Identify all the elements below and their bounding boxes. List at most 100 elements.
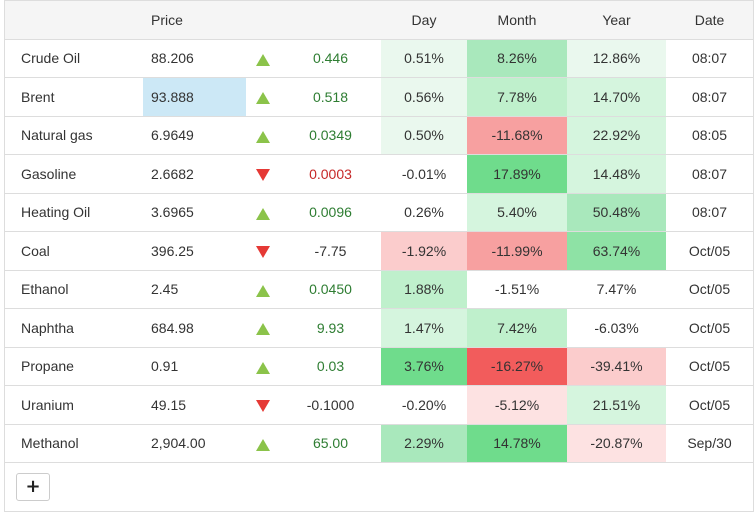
date-cell: Oct/05 <box>666 270 753 309</box>
price-cell[interactable]: 0.91 <box>143 347 246 386</box>
commodity-name[interactable]: Naphtha <box>5 308 143 348</box>
table-row[interactable]: Methanol 2,904.00 65.00 2.29% 14.78% -20.87% S… <box>5 424 753 463</box>
change-cell: 65.00 <box>280 424 381 463</box>
year-change-cell: 12.86% <box>567 39 666 78</box>
table-row[interactable]: Brent 93.888 0.518 0.56% 7.78% 14.70% 08:07 <box>5 77 753 117</box>
table-row[interactable]: Uranium 49.15 -0.1000 -0.20% -5.12% 21.51% Oct… <box>5 385 753 425</box>
price-cell[interactable]: 2.6682 <box>143 154 246 194</box>
table-row[interactable]: Naphtha 684.98 9.93 1.47% 7.42% -6.03% Oct/05 <box>5 308 753 348</box>
price-cell[interactable]: 396.25 <box>143 231 246 271</box>
table-row[interactable]: Natural gas 6.9649 0.0349 0.50% -11.68% 22.92… <box>5 116 753 155</box>
direction-cell <box>246 77 280 117</box>
table-row[interactable]: Propane 0.91 0.03 3.76% -16.27% -39.41% Oct/05 <box>5 347 753 386</box>
header-change <box>280 1 381 40</box>
change-cell: -7.75 <box>280 231 381 271</box>
commodity-name[interactable]: Coal <box>5 231 143 271</box>
year-change-cell: 63.74% <box>567 231 666 271</box>
month-change-cell: 17.89% <box>467 154 567 194</box>
day-change-cell: 1.88% <box>381 270 467 309</box>
month-change-cell: 7.42% <box>467 308 567 348</box>
day-change-cell: -0.01% <box>381 154 467 194</box>
header-name <box>5 1 143 40</box>
price-cell[interactable]: 93.888 <box>143 77 246 117</box>
direction-cell <box>246 116 280 155</box>
table-row[interactable]: Ethanol 2.45 0.0450 1.88% -1.51% 7.47% Oct/05 <box>5 270 753 309</box>
commodity-name[interactable]: Methanol <box>5 424 143 463</box>
commodity-name[interactable]: Gasoline <box>5 154 143 194</box>
down-arrow-icon <box>256 400 270 413</box>
price-cell[interactable]: 684.98 <box>143 308 246 348</box>
table-row[interactable]: Gasoline 2.6682 0.0003 -0.01% 17.89% 14.48% 08… <box>5 154 753 194</box>
up-arrow-icon <box>256 361 270 374</box>
header-arrow <box>246 1 280 40</box>
commodities-panel: Price Day Month Year Date Crude Oil 88.20… <box>4 0 754 512</box>
commodity-name[interactable]: Brent <box>5 77 143 117</box>
date-cell: Oct/05 <box>666 347 753 386</box>
year-change-cell: 21.51% <box>567 385 666 425</box>
up-arrow-icon <box>256 92 270 105</box>
date-cell: 08:07 <box>666 193 753 232</box>
price-cell[interactable]: 49.15 <box>143 385 246 425</box>
price-cell[interactable]: 88.206 <box>143 39 246 78</box>
up-arrow-icon <box>256 207 270 220</box>
direction-cell <box>246 308 280 348</box>
table-row[interactable]: Coal 396.25 -7.75 -1.92% -11.99% 63.74% Oct/05 <box>5 231 753 271</box>
add-row-button[interactable]: + <box>16 473 50 501</box>
header-year[interactable]: Year <box>567 1 666 40</box>
header-month[interactable]: Month <box>467 1 567 40</box>
up-arrow-icon <box>256 284 270 297</box>
price-cell[interactable]: 3.6965 <box>143 193 246 232</box>
day-change-cell: 0.51% <box>381 39 467 78</box>
price-cell[interactable]: 6.9649 <box>143 116 246 155</box>
day-change-cell: 1.47% <box>381 308 467 348</box>
down-arrow-icon <box>256 246 270 259</box>
change-cell: -0.1000 <box>280 385 381 425</box>
up-arrow-icon <box>256 53 270 66</box>
change-cell: 0.0003 <box>280 154 381 194</box>
change-cell: 0.518 <box>280 77 381 117</box>
day-change-cell: -0.20% <box>381 385 467 425</box>
commodity-name[interactable]: Ethanol <box>5 270 143 309</box>
header-price[interactable]: Price <box>143 1 246 40</box>
day-change-cell: 3.76% <box>381 347 467 386</box>
commodity-name[interactable]: Crude Oil <box>5 39 143 78</box>
month-change-cell: -11.68% <box>467 116 567 155</box>
commodity-name[interactable]: Uranium <box>5 385 143 425</box>
day-change-cell: 0.50% <box>381 116 467 155</box>
month-change-cell: -11.99% <box>467 231 567 271</box>
up-arrow-icon <box>256 438 270 451</box>
date-cell: 08:07 <box>666 77 753 117</box>
table-row[interactable]: Crude Oil 88.206 0.446 0.51% 8.26% 12.86% 08:0… <box>5 39 753 78</box>
month-change-cell: 8.26% <box>467 39 567 78</box>
commodity-name[interactable]: Heating Oil <box>5 193 143 232</box>
year-change-cell: 14.70% <box>567 77 666 117</box>
price-cell[interactable]: 2,904.00 <box>143 424 246 463</box>
change-cell: 0.0450 <box>280 270 381 309</box>
year-change-cell: 7.47% <box>567 270 666 309</box>
year-change-cell: -20.87% <box>567 424 666 463</box>
up-arrow-icon <box>256 130 270 143</box>
down-arrow-icon <box>256 169 270 182</box>
direction-cell <box>246 424 280 463</box>
month-change-cell: 14.78% <box>467 424 567 463</box>
date-cell: Oct/05 <box>666 308 753 348</box>
header-day[interactable]: Day <box>381 1 467 40</box>
date-cell: 08:07 <box>666 39 753 78</box>
date-cell: 08:05 <box>666 116 753 155</box>
direction-cell <box>246 154 280 194</box>
header-date[interactable]: Date <box>666 1 753 40</box>
day-change-cell: 0.26% <box>381 193 467 232</box>
date-cell: Oct/05 <box>666 385 753 425</box>
commodities-table: Price Day Month Year Date Crude Oil 88.20… <box>5 1 753 463</box>
price-cell[interactable]: 2.45 <box>143 270 246 309</box>
date-cell: Oct/05 <box>666 231 753 271</box>
month-change-cell: -16.27% <box>467 347 567 386</box>
table-row[interactable]: Heating Oil 3.6965 0.0096 0.26% 5.40% 50.48% 0… <box>5 193 753 232</box>
change-cell: 0.446 <box>280 39 381 78</box>
month-change-cell: -1.51% <box>467 270 567 309</box>
commodity-name[interactable]: Propane <box>5 347 143 386</box>
change-cell: 9.93 <box>280 308 381 348</box>
change-cell: 0.03 <box>280 347 381 386</box>
commodity-name[interactable]: Natural gas <box>5 116 143 155</box>
direction-cell <box>246 193 280 232</box>
